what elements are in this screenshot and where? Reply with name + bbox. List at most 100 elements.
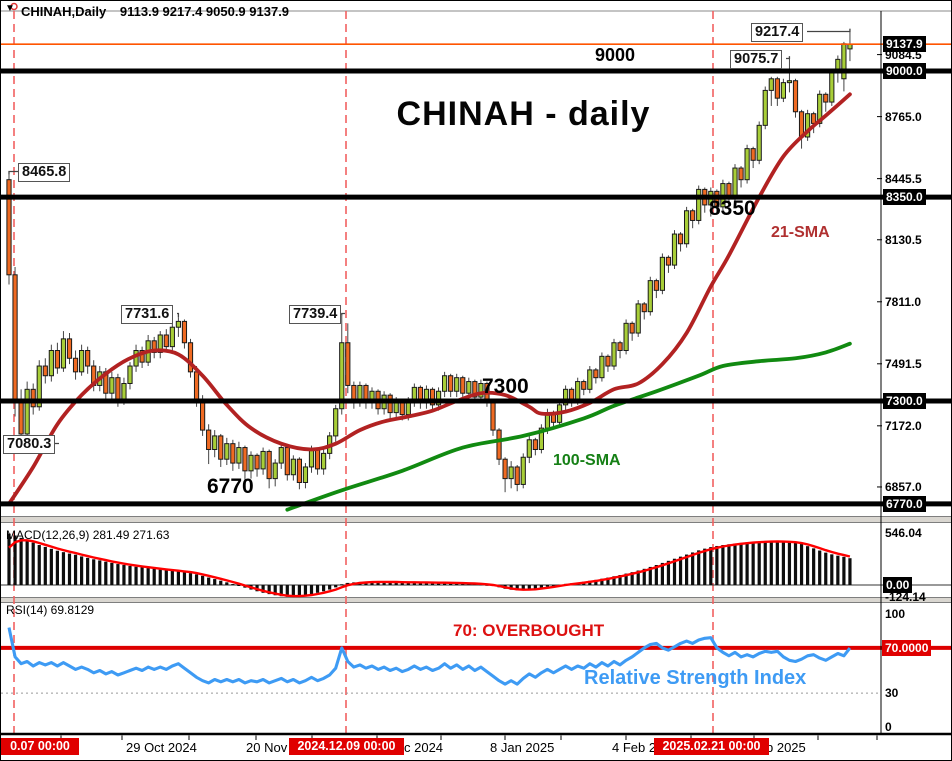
macd-histogram-bar — [134, 566, 138, 585]
level-label-8350[interactable]: 8350 — [709, 197, 756, 220]
candle-bear — [581, 381, 587, 390]
macd-histogram-bar — [848, 558, 852, 585]
candle-bear — [460, 377, 466, 394]
candle-bear — [151, 340, 157, 353]
macd-indicator-header: MACD(12,26,9) 281.49 271.63 — [6, 528, 170, 542]
vline-anchor-marker[interactable] — [10, 2, 18, 11]
price-callout[interactable]: 7731.6 — [121, 305, 174, 324]
macd-histogram-bar — [612, 576, 616, 585]
candle-bull — [248, 454, 254, 472]
macd-histogram-bar — [642, 568, 646, 585]
macd-histogram-bar — [322, 585, 326, 592]
price-axis-label: 9084.5 — [885, 47, 922, 62]
macd-histogram-bar — [370, 581, 374, 585]
macd-histogram-bar — [648, 566, 652, 585]
level-label-9000[interactable]: 9000 — [595, 45, 636, 65]
macd-histogram-bar — [80, 556, 84, 585]
rsi-axis-label: 100 — [885, 607, 906, 621]
candle-bull — [817, 93, 823, 124]
macd-histogram-bar — [666, 560, 671, 585]
candle-bull — [24, 388, 30, 435]
macd-histogram-bar — [836, 555, 840, 585]
macd-histogram-bar — [182, 572, 187, 585]
candle-bull — [744, 148, 750, 181]
candle-bull — [599, 355, 605, 379]
macd-histogram-bar — [533, 585, 537, 589]
macd-histogram-bar — [116, 564, 120, 585]
candle-bull — [224, 443, 230, 460]
candle-bear — [472, 381, 478, 398]
price-callout[interactable]: 8465.8 — [18, 163, 71, 182]
candle-bull — [575, 381, 581, 402]
sma21-label[interactable]: 21-SMA — [771, 224, 830, 241]
candle-bull — [768, 78, 774, 91]
price-callout[interactable]: 9075.7 — [730, 50, 783, 69]
vline-date-badge[interactable]: 2025.02.21 00:00 — [654, 738, 769, 755]
candle-bear — [181, 320, 188, 344]
macd-histogram-bar — [787, 541, 792, 585]
panel-separator-macd[interactable] — [1, 516, 951, 523]
callout-connector — [807, 28, 851, 33]
macd-histogram-bar — [315, 585, 320, 593]
macd-histogram-bar — [685, 554, 689, 585]
rsi-indicator-header: RSI(14) 69.8129 — [6, 603, 95, 617]
macd-histogram-bar — [43, 546, 47, 585]
candle-bull — [175, 320, 182, 328]
price-callout[interactable]: 7080.3 — [3, 435, 56, 454]
macd-histogram-bar — [793, 542, 798, 585]
candle-bull — [236, 447, 242, 464]
vline-date-badge[interactable]: 0.07 00:00 — [1, 738, 79, 755]
macd-histogram-bar — [37, 545, 41, 585]
macd-histogram-bar — [188, 573, 193, 585]
candle-bull — [780, 82, 786, 99]
macd-histogram-bar — [146, 568, 150, 585]
macd-histogram-bar — [769, 541, 773, 585]
price-axis-label: 8765.0 — [885, 109, 922, 124]
macd-histogram-bar — [818, 550, 822, 585]
candle-bull — [36, 365, 42, 408]
price-callout[interactable]: 9217.4 — [751, 23, 804, 42]
candle-bull — [563, 388, 569, 406]
candle-bull — [696, 188, 702, 221]
rsi-name-annotation[interactable]: Relative Strength Index — [584, 667, 807, 689]
candle-bull — [762, 89, 768, 126]
macd-histogram-bar — [388, 582, 392, 585]
candle-bear — [690, 210, 696, 221]
macd-histogram-bar — [630, 572, 634, 585]
candle-bear — [6, 179, 12, 276]
macd-histogram-bar — [842, 556, 846, 585]
macd-histogram-bar — [418, 582, 422, 585]
panel-separator-rsi[interactable] — [1, 597, 951, 603]
candle-bear — [490, 400, 496, 431]
candle-bull — [442, 375, 448, 392]
candle-bear — [266, 450, 272, 480]
candle-bear — [665, 256, 672, 266]
candle-bull — [786, 80, 793, 84]
time-axis-label: 4 Feb 2 — [612, 740, 657, 755]
level-label-7300[interactable]: 7300 — [482, 375, 529, 398]
candle-bear — [163, 334, 169, 348]
candle-bull — [829, 72, 835, 103]
chart-title-annotation[interactable]: CHINAH - daily — [396, 95, 651, 133]
callout-connector — [177, 312, 180, 318]
macd-histogram-bar — [382, 581, 386, 585]
macd-histogram-bar — [164, 570, 168, 585]
vline-date-badge[interactable]: 2024.12.09 00:00 — [289, 738, 404, 755]
sma100-label[interactable]: 100-SMA — [553, 452, 621, 469]
level-label-6770[interactable]: 6770 — [207, 475, 254, 498]
candle-bear — [738, 167, 744, 181]
overbought-annotation[interactable]: 70: OVERBOUGHT — [453, 621, 605, 640]
macd-histogram-bar — [515, 585, 519, 591]
macd-histogram-bar — [231, 584, 235, 586]
candle-bear — [54, 350, 60, 369]
symbol-period-label: CHINAH,Daily — [21, 4, 107, 19]
macd-histogram-bar — [545, 585, 550, 587]
candle-bear — [200, 400, 206, 431]
candle-bear — [387, 394, 393, 414]
macd-histogram-bar — [703, 548, 707, 585]
macd-histogram-bar — [285, 585, 289, 597]
macd-histogram-bar — [67, 553, 72, 585]
price-callout[interactable]: 7739.4 — [289, 305, 342, 324]
macd-histogram-bar — [806, 546, 810, 585]
